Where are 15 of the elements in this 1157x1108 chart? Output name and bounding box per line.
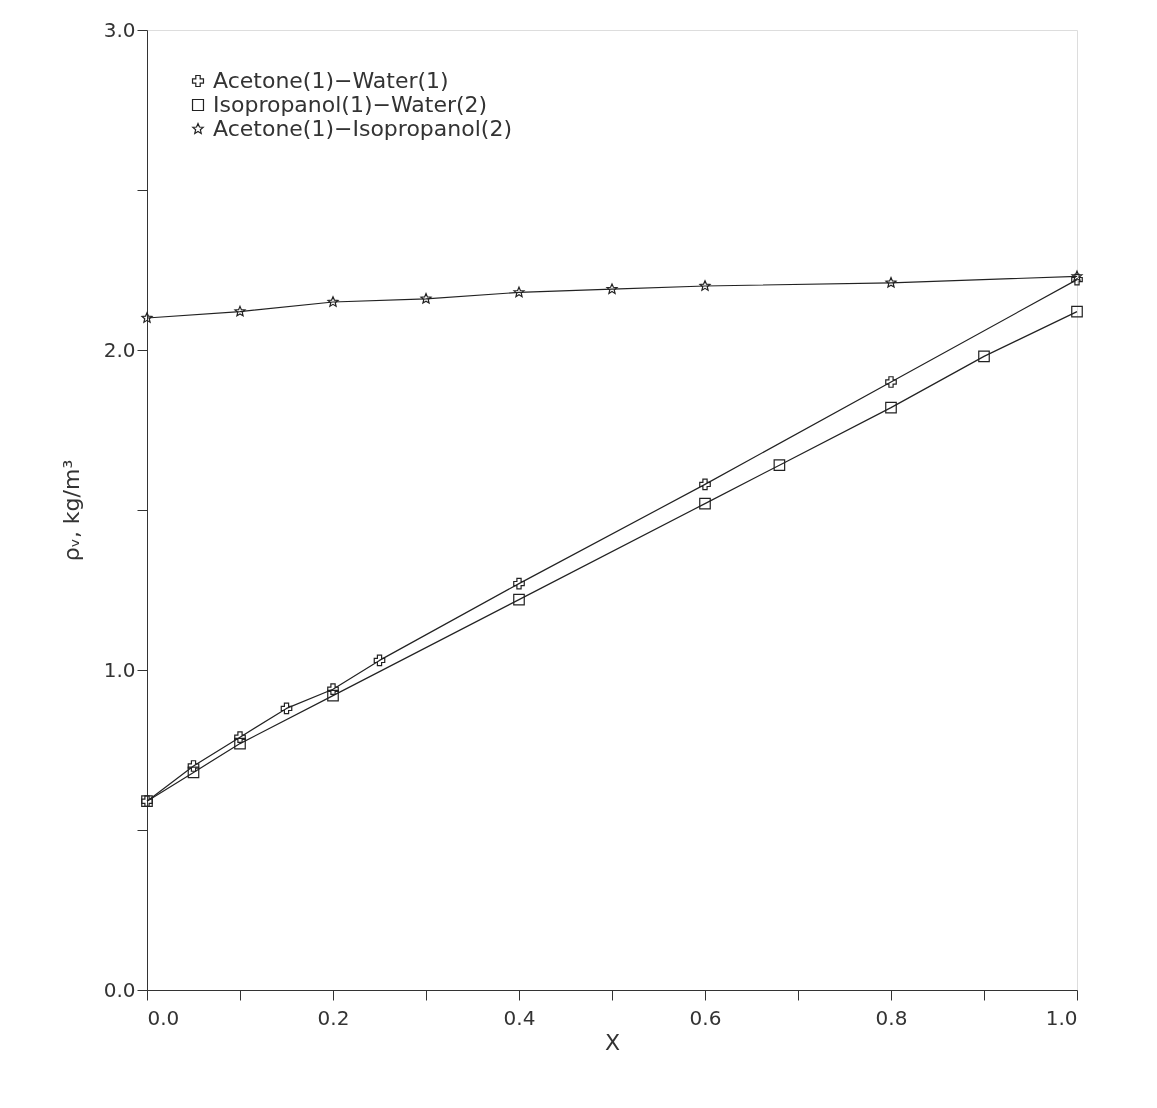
x-tick-label: 0.4 <box>503 1005 536 1030</box>
x-tick-label: 0.8 <box>875 1005 908 1030</box>
y-axis-title: ρᵥ, kg/m³ <box>58 459 84 562</box>
x-tick-label: 0.2 <box>317 1005 350 1030</box>
legend-label: Acetone(1)−Isopropanol(2) <box>213 116 512 141</box>
y-tick-label: 0.0 <box>103 977 136 1002</box>
y-tick-label: 1.0 <box>103 657 136 682</box>
legend-label: Acetone(1)−Water(1) <box>213 68 449 93</box>
x-axis-title: X <box>604 1029 621 1055</box>
x-tick-label: 1.0 <box>1045 1005 1078 1030</box>
x-tick-label: 0.0 <box>147 1005 180 1030</box>
legend-label: Isopropanol(1)−Water(2) <box>213 92 488 117</box>
x-tick-label: 0.6 <box>689 1005 722 1030</box>
y-tick-label: 3.0 <box>103 17 136 42</box>
y-tick-label: 2.0 <box>103 337 136 362</box>
